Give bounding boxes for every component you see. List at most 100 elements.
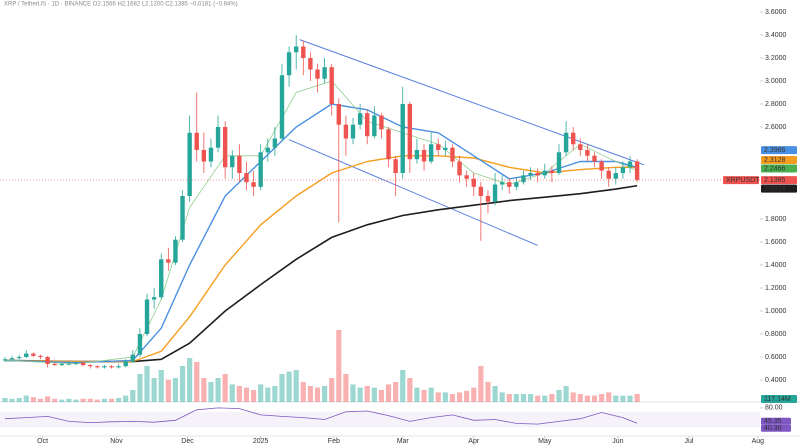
symbol-tag [723,176,759,185]
volume-bar [300,382,306,402]
candle-body [549,170,555,173]
candle-body [478,186,484,196]
volume-bar [542,395,548,402]
candle-body [428,144,434,162]
volume-bar [321,386,328,402]
volume-bar [30,397,36,402]
rsi-badge [761,424,791,432]
price-badge-label: 2.1385 [764,177,786,184]
volume-bar [144,366,150,402]
y-tick-label: 3.0000 [765,78,787,85]
volume-bar [407,378,413,402]
volume-bar [421,390,427,402]
y-tick-label: 0.4000 [765,377,787,384]
moving-average [4,184,638,363]
trendline [288,139,538,246]
x-tick-label: Nov [110,438,123,445]
candle-body [485,196,491,202]
candle-body [109,366,114,368]
volume-bar [535,395,541,402]
candle-body [208,147,214,162]
candle-body [350,124,356,139]
volume-bar [606,392,612,402]
volume-bar [478,366,484,402]
candle-body [322,67,327,79]
candle-body [194,132,199,150]
volume-bar [165,379,171,402]
candle-body [9,358,15,360]
volume-bar [243,387,250,402]
candle-body [556,152,562,173]
candle-body [599,161,604,171]
candle-body [315,69,320,79]
volume-bar [265,387,271,402]
candle-body [464,175,469,179]
volume-bar [222,374,228,402]
symbol-tag-label: XRPUSDT [726,177,760,184]
price-badge [761,146,797,155]
candle-body [563,132,569,153]
candle-body [592,155,597,162]
candle-body [620,167,626,173]
x-tick-label: Jun [612,438,623,445]
volume-bar [44,396,51,402]
rsi-badge [761,417,791,425]
candle-body [606,170,611,179]
volume-bar [336,330,342,402]
candle-body [535,173,540,176]
candle-body [66,363,72,365]
volume-bar [613,395,619,402]
volume-bar [570,392,576,402]
volume-bar [23,395,29,402]
candle-body [222,127,228,168]
candle-body [151,297,157,300]
moving-average [4,155,638,363]
volume-bar [414,387,420,402]
candle-body [59,363,64,366]
price-badge-label: 2.0914 [764,185,786,192]
volume-bar [16,398,22,402]
x-tick-label: Feb [328,438,340,445]
volume-bar [151,378,157,402]
candle-body [450,147,455,162]
candle-body [24,353,29,357]
price-badge [761,176,797,185]
candle-body [365,113,370,137]
price-badge [761,164,797,173]
candle-body [578,144,583,150]
volume-bar [492,386,498,402]
price-badge-label: 2.2466 [764,165,786,172]
candle-body [436,144,441,150]
candle-body [180,196,185,240]
price-badge-label: 2.3128 [764,157,786,164]
volume-bar [464,390,470,402]
candle-body [272,138,278,148]
volume-bar [378,390,385,402]
volume-bar [194,362,200,402]
trendline [299,39,645,166]
volume-bar [393,382,399,402]
candle-body [585,150,590,156]
x-tick-label: Jul [684,438,693,445]
candle-body [301,46,306,58]
volume-bar [236,386,242,402]
candle-body [443,147,448,150]
volume-bar [130,390,136,402]
candle-body [521,175,526,183]
y-tick-label: 0.8000 [765,331,787,338]
candle-body [499,182,505,185]
candle-body [130,354,136,362]
candle-body [329,67,334,104]
candle-body [137,334,143,355]
y-tick-label: 1.8000 [765,216,787,223]
volume-bar [385,384,392,402]
volume-bar [66,398,72,402]
volume-bar [52,398,58,402]
x-tick-label: 2025 [253,438,269,445]
y-tick-label: 3.4000 [765,32,787,39]
candle-body [123,361,128,367]
candle-body [336,104,342,125]
candle-body [52,363,57,366]
volume-bar [513,394,519,402]
